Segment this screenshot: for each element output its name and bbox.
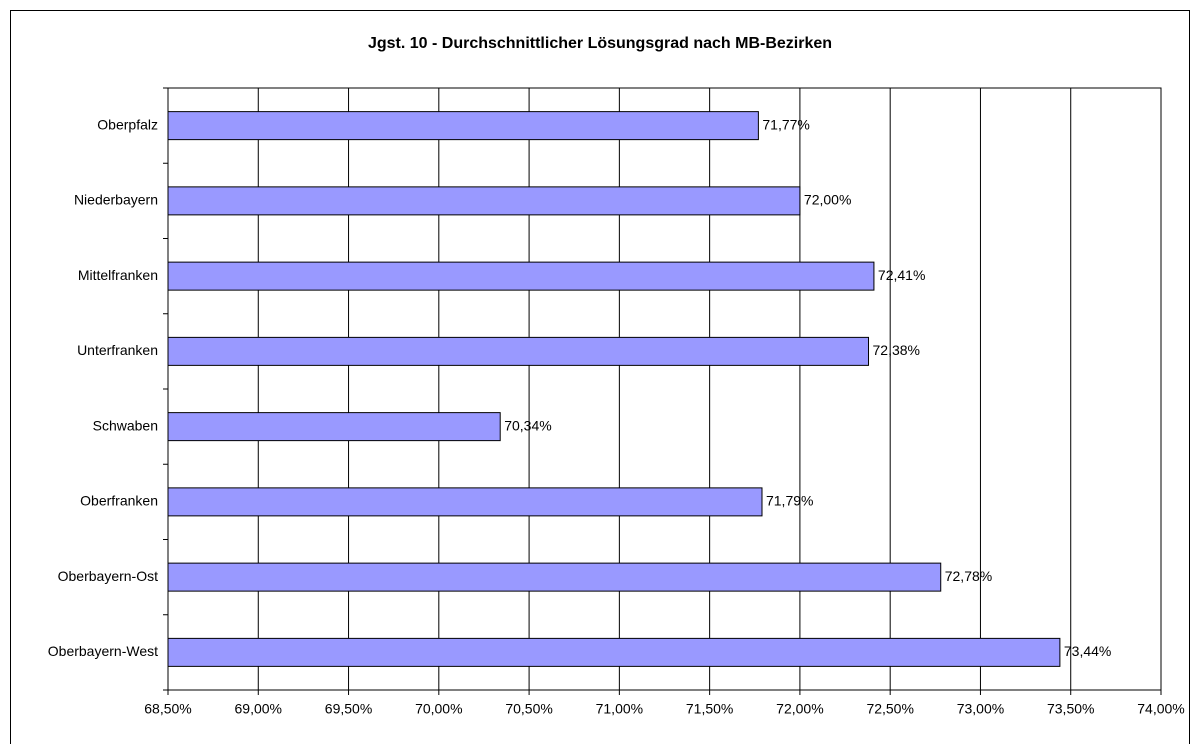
y-tick-label: Oberpfalz	[97, 116, 158, 132]
value-label: 73,44%	[1064, 643, 1111, 659]
value-label: 72,78%	[945, 568, 992, 584]
x-tick-label: 74,00%	[1137, 701, 1184, 717]
y-tick-label: Schwaben	[93, 417, 158, 433]
x-tick-label: 70,50%	[505, 701, 552, 717]
value-label: 72,41%	[878, 267, 925, 283]
x-tick-label: 71,50%	[686, 701, 733, 717]
value-label: 71,79%	[766, 493, 813, 509]
y-tick-label: Oberbayern-West	[48, 643, 158, 659]
y-tick-label: Niederbayern	[74, 192, 158, 208]
x-tick-label: 72,00%	[776, 701, 823, 717]
y-tick-label: Oberfranken	[80, 493, 158, 509]
bar	[167, 562, 942, 592]
x-tick-label: 71,00%	[596, 701, 643, 717]
y-tick-label: Mittelfranken	[78, 267, 158, 283]
x-tick-label: 68,50%	[144, 701, 191, 717]
value-label: 70,34%	[504, 417, 551, 433]
x-tick-label: 73,00%	[957, 701, 1004, 717]
bar	[167, 261, 875, 291]
value-label: 71,77%	[762, 116, 809, 132]
y-tick-label: Oberbayern-Ost	[58, 568, 158, 584]
bar	[167, 487, 763, 517]
x-tick-label: 73,50%	[1047, 701, 1094, 717]
value-label: 72,00%	[804, 192, 851, 208]
y-tick-label: Unterfranken	[77, 342, 158, 358]
bar	[167, 186, 801, 216]
x-tick-label: 69,50%	[325, 701, 372, 717]
chart-title: Jgst. 10 - Durchschnittlicher Lösungsgra…	[368, 35, 832, 52]
bar	[167, 412, 501, 442]
bar	[167, 336, 870, 366]
bar	[167, 637, 1061, 667]
x-tick-label: 69,00%	[235, 701, 282, 717]
x-tick-label: 70,00%	[415, 701, 462, 717]
value-label: 72,38%	[873, 342, 920, 358]
x-tick-label: 72,50%	[866, 701, 913, 717]
bar	[167, 111, 759, 141]
